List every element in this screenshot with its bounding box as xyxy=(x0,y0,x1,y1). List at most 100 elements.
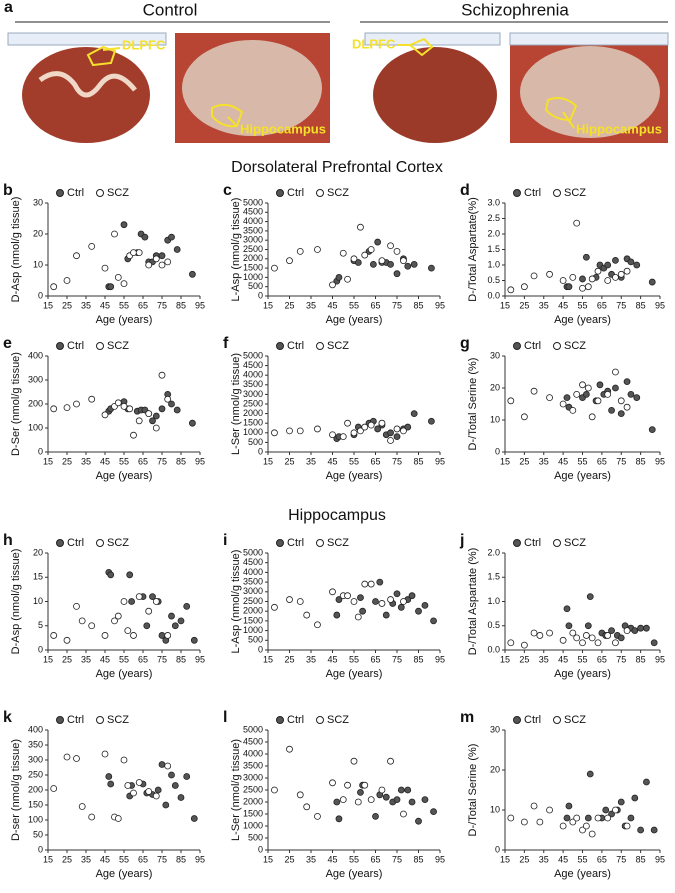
data-point xyxy=(393,270,401,278)
data-point xyxy=(154,786,162,794)
data-point xyxy=(579,826,586,834)
data-point xyxy=(357,223,364,231)
x-tick-label: 65 xyxy=(138,654,148,664)
y-tick-label: 0 xyxy=(495,844,500,854)
y-tick-label: 3500 xyxy=(243,576,263,586)
data-point xyxy=(421,796,429,803)
y-tick-label: 30 xyxy=(490,350,500,360)
data-point xyxy=(376,578,384,586)
data-point xyxy=(612,273,619,281)
data-point xyxy=(530,802,538,810)
legend-marker xyxy=(96,189,104,197)
data-point xyxy=(314,813,321,820)
y-tick-label: 0 xyxy=(258,446,263,456)
x-tick-label: 85 xyxy=(413,300,423,310)
data-point xyxy=(520,641,528,649)
data-point xyxy=(168,233,175,241)
y-tick-label: 20 xyxy=(490,382,500,392)
data-point xyxy=(637,826,645,834)
data-point xyxy=(372,813,379,820)
y-tick-label: 2000 xyxy=(243,253,263,263)
data-point xyxy=(303,803,311,811)
legend-label: Ctrl xyxy=(287,537,304,549)
data-point xyxy=(623,627,631,634)
panel-label: l xyxy=(223,709,227,726)
data-point xyxy=(361,423,369,431)
data-point xyxy=(359,607,367,615)
data-point xyxy=(565,622,573,630)
legend-marker xyxy=(316,539,324,547)
x-tick-label: 25 xyxy=(519,456,529,466)
x-tick-label: 35 xyxy=(539,456,549,466)
data-point xyxy=(369,260,377,268)
y-tick-label: 2.5 xyxy=(487,213,500,223)
data-point xyxy=(350,429,358,437)
x-tick-label: 15 xyxy=(500,300,510,310)
legend-label: SCZ xyxy=(327,537,349,549)
data-point xyxy=(350,757,358,765)
x-tick-label: 75 xyxy=(157,854,167,864)
data-point xyxy=(573,390,581,398)
y-tick-label: 5 xyxy=(38,620,43,630)
legend-label: Ctrl xyxy=(287,187,304,199)
data-point xyxy=(559,277,567,284)
data-point xyxy=(382,611,390,619)
x-tick-label: 35 xyxy=(306,456,316,466)
x-axis-label: Age (years) xyxy=(96,868,153,880)
legend-marker xyxy=(553,539,561,547)
data-point xyxy=(397,786,405,794)
data-point xyxy=(387,757,394,765)
y-tick-label: 1500 xyxy=(243,262,263,272)
data-point xyxy=(333,798,341,806)
data-point xyxy=(73,252,80,260)
data-point xyxy=(579,275,586,283)
data-point xyxy=(404,786,412,794)
panel-a-images xyxy=(7,21,669,143)
section-title: Hippocampus xyxy=(288,507,386,524)
data-point xyxy=(168,771,175,779)
data-point xyxy=(563,605,571,613)
y-tick-label: 15 xyxy=(33,572,43,582)
chart: 0.0 0.5 1.0 1.5 2.0 2.5 3.0 15 25 35 45 55 65 75 85 95 A… xyxy=(460,182,665,326)
data-point xyxy=(372,598,379,605)
data-point xyxy=(520,818,528,826)
legend-label: Ctrl xyxy=(524,537,541,549)
data-point xyxy=(604,390,612,398)
data-point xyxy=(354,798,362,806)
x-tick-label: 65 xyxy=(138,854,148,864)
annotation: Hippocampus xyxy=(576,121,662,136)
x-tick-label: 55 xyxy=(349,654,359,664)
data-point xyxy=(594,639,602,647)
legend-marker xyxy=(276,539,284,547)
y-tick-label: 3000 xyxy=(243,389,263,399)
data-point xyxy=(135,779,143,786)
data-point xyxy=(582,822,590,830)
arrow xyxy=(562,111,575,129)
legend-marker xyxy=(513,342,521,350)
x-tick-label: 75 xyxy=(392,854,402,864)
data-point xyxy=(73,755,80,762)
data-point xyxy=(387,260,394,268)
data-point xyxy=(604,632,612,639)
legend-label: SCZ xyxy=(564,537,586,549)
data-point xyxy=(594,397,602,405)
x-tick-label: 95 xyxy=(195,854,205,864)
data-point xyxy=(171,782,179,789)
group-title: Schizophrenia xyxy=(461,0,569,19)
data-point xyxy=(286,257,293,265)
data-point xyxy=(50,405,58,413)
y-tick-label: 500 xyxy=(248,437,263,447)
y-tick-label: 4500 xyxy=(243,207,263,217)
data-point xyxy=(627,390,635,398)
x-tick-label: 95 xyxy=(435,854,445,864)
y-tick-label: 500 xyxy=(248,281,263,291)
data-point xyxy=(387,437,394,444)
y-tick-label: 2000 xyxy=(243,796,263,806)
data-point xyxy=(126,405,134,413)
y-tick-label: 2500 xyxy=(243,244,263,254)
data-point xyxy=(410,260,418,268)
x-tick-label: 35 xyxy=(81,854,91,864)
x-tick-label: 35 xyxy=(539,854,549,864)
x-tick-label: 15 xyxy=(43,456,53,466)
panel-label: f xyxy=(223,335,229,352)
